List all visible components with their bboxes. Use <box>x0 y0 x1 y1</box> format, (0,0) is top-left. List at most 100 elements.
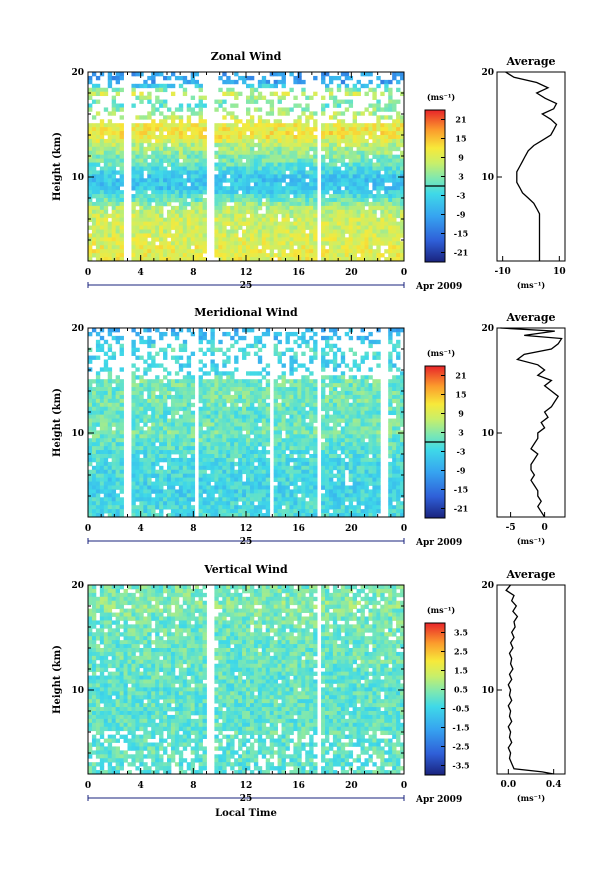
heatmap-cell <box>147 131 152 136</box>
heatmap-cell <box>293 351 298 356</box>
heatmap-cell <box>151 83 156 89</box>
heatmap-cell <box>344 245 350 250</box>
heatmap-cell <box>111 123 117 128</box>
heatmap-cell <box>305 426 310 431</box>
heatmap-cell <box>396 142 401 148</box>
heatmap-cell <box>313 186 318 191</box>
heatmap-cell <box>372 87 377 93</box>
heatmap-cell <box>139 201 144 207</box>
heatmap-cell <box>376 328 381 333</box>
heatmap-cell <box>376 430 381 435</box>
heatmap-cell <box>139 438 144 443</box>
heatmap-cell <box>151 461 156 467</box>
heatmap-cell <box>348 394 354 400</box>
heatmap-cell <box>111 158 117 163</box>
heatmap-cell <box>99 398 105 404</box>
heatmap-cell <box>88 170 93 175</box>
heatmap-cell <box>309 335 314 341</box>
heatmap-cell <box>285 379 290 384</box>
heatmap-cell <box>131 375 136 380</box>
heatmap-cell <box>226 249 231 254</box>
heatmap-cell <box>257 457 263 463</box>
heatmap-cell <box>170 166 176 171</box>
heatmap-cell <box>332 465 338 471</box>
heatmap-cell <box>119 72 124 77</box>
heatmap-cell <box>135 190 140 195</box>
heatmap-cell <box>372 379 377 384</box>
heatmap-cell <box>352 233 357 238</box>
heatmap-cell <box>170 347 176 353</box>
heatmap-cell <box>167 391 172 396</box>
heatmap-cell <box>400 383 405 388</box>
heatmap-cell <box>218 249 223 254</box>
heatmap-cell <box>321 72 326 77</box>
heatmap-cell <box>332 237 338 242</box>
heatmap-cell <box>194 241 199 246</box>
heatmap-cell <box>103 430 109 435</box>
heatmap-cell <box>325 461 330 467</box>
heatmap-cell <box>289 131 294 136</box>
heatmap-cell <box>321 434 326 439</box>
heatmap-cell <box>194 225 199 230</box>
heatmap-cell <box>135 237 140 242</box>
heatmap-cell <box>143 79 148 85</box>
heatmap-cell <box>88 190 93 195</box>
heatmap-cell <box>249 131 255 136</box>
heatmap-cell <box>340 135 346 140</box>
heatmap-cell <box>167 257 172 262</box>
heatmap-cell <box>392 257 397 262</box>
heatmap-cell <box>400 418 405 423</box>
heatmap-cell <box>170 221 176 226</box>
heatmap-cell <box>328 146 334 152</box>
heatmap-cell <box>119 391 124 396</box>
heatmap-cell <box>159 190 164 195</box>
heatmap-cell <box>356 454 361 459</box>
heatmap-cell <box>309 430 314 435</box>
heatmap-cell <box>147 379 152 384</box>
heatmap-cell <box>218 123 223 128</box>
heatmap-cell <box>301 387 306 392</box>
heatmap-cell <box>103 469 109 475</box>
heatmap-cell <box>91 158 97 163</box>
heatmap-cell <box>348 335 354 341</box>
heatmap-cell <box>186 375 192 380</box>
heatmap-cell <box>400 91 405 97</box>
heatmap-cell <box>111 182 117 187</box>
heatmap-cell <box>198 178 203 183</box>
heatmap-cell <box>396 135 401 140</box>
heatmap-cell <box>332 241 338 246</box>
heatmap-cell <box>167 127 172 132</box>
heatmap-cell <box>222 249 227 254</box>
heatmap-cell <box>182 127 188 132</box>
heatmap-cell <box>246 394 251 400</box>
heatmap-cell <box>186 178 192 183</box>
heatmap-cell <box>198 394 203 400</box>
heatmap-cell <box>202 461 207 467</box>
heatmap-cell <box>400 154 405 160</box>
heatmap-cell <box>242 442 247 447</box>
heatmap-cell <box>384 103 389 108</box>
heatmap-cell <box>309 111 314 116</box>
heatmap-cell <box>99 383 105 388</box>
heatmap-cell <box>384 217 389 223</box>
heatmap-cell <box>396 398 401 404</box>
heatmap-cell <box>246 418 251 423</box>
heatmap-cell <box>265 394 271 400</box>
heatmap-cell <box>202 249 207 254</box>
heatmap-cell <box>135 138 140 144</box>
heatmap-cell <box>336 166 342 171</box>
heatmap-cell <box>218 406 223 412</box>
heatmap-cell <box>186 402 192 408</box>
heatmap-cell <box>155 72 160 77</box>
heatmap-cell <box>115 209 120 215</box>
heatmap-cell <box>151 355 156 360</box>
heatmap-cell <box>214 414 219 419</box>
heatmap-cell <box>159 131 164 136</box>
heatmap-cell <box>163 225 168 230</box>
heatmap-cell <box>218 229 223 234</box>
heatmap-cell <box>261 391 267 396</box>
heatmap-cell <box>170 237 176 242</box>
heatmap-cell <box>234 201 239 207</box>
heatmap-cell <box>273 422 278 427</box>
heatmap-cell <box>257 339 263 345</box>
